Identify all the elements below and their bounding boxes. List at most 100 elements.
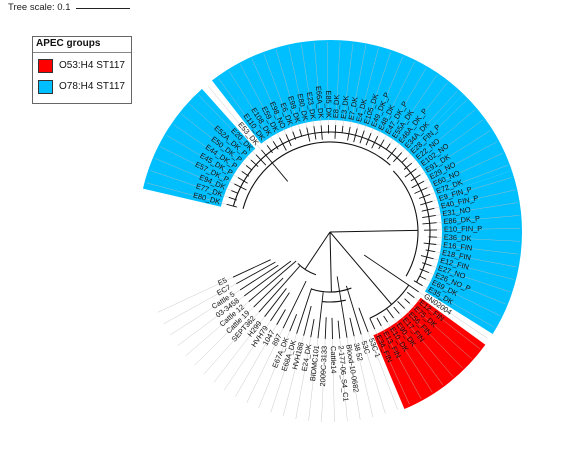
leader-line [339,338,348,422]
tip-branch [324,317,327,339]
tip-branch [282,280,307,329]
leader-line [436,237,520,242]
leader-line [160,146,235,185]
legend-swatch-o53 [38,59,53,73]
leader-line [420,130,491,175]
leader-line [240,64,280,138]
legend: APEC groups O53:H4 ST117 O78:H4 ST117 [32,36,132,104]
internal-branch [329,229,418,233]
leader-line [157,277,234,313]
legend-title: APEC groups [36,38,101,49]
leader-line [246,328,284,403]
legend-item-o53: O53:H4 ST117 [38,59,130,75]
internal-arc [322,299,346,303]
leader-line [422,285,495,328]
leader-line [364,51,391,131]
tip-branch [337,320,341,339]
leader-line [213,316,265,383]
leader-line [326,42,329,126]
legend-item-o78: O78:H4 ST117 [38,80,130,96]
tip-branch [420,200,433,206]
leader-lines [146,42,520,422]
leader-line [163,283,237,325]
leader-line [295,337,311,419]
leader-line [357,48,379,129]
legend-label-o78: O78:H4 ST117 [59,81,125,92]
tip-label: E8_DK [331,94,341,118]
tip-branch [349,317,355,337]
leader-line [314,42,322,126]
leader-line [194,306,254,366]
tip-branch [423,242,437,245]
tip-branch [413,280,423,287]
leader-line [218,78,268,146]
leader-line [166,135,239,178]
tip-label: Cattle14 [329,346,339,374]
tip-branch [419,268,430,274]
leader-line [349,45,366,127]
tip-branch [425,249,436,253]
tip-label: E36_DK [444,233,472,243]
tip-branch [239,264,279,291]
tip-branch [250,159,259,167]
tip-branch [236,261,276,285]
clade-band-2 [407,93,512,197]
tip-branch [345,285,362,335]
tip-branch [272,141,279,150]
leader-line [263,53,293,132]
tip-branch [258,265,301,313]
leader-line [425,279,501,317]
tip-label: E66A_DK [314,86,326,119]
tip-branch [404,298,411,304]
leader-line [301,44,315,127]
internal-branch [304,231,331,270]
leader-line [435,202,518,216]
tree-scale-label: Tree scale: 0.1 [8,2,71,13]
leader-line [370,56,404,134]
tip-branch [369,318,376,330]
leader-line [399,313,454,377]
leader-line [434,189,516,209]
tip-branch [358,307,369,333]
leader-line [177,295,245,346]
tip-branch [383,315,388,323]
leader-line [203,311,260,375]
leader-line [401,90,458,153]
leader-line [288,46,307,128]
leader-line [414,297,480,349]
leader-line [270,333,297,413]
leader-line [387,322,433,393]
leader-line [228,70,274,142]
legend-swatch-o78 [38,80,53,94]
leader-line [335,42,341,126]
leader-line [381,325,422,399]
internal-arc [297,263,317,276]
leader-line [431,265,511,293]
tip-label: 2009C-3133 [318,346,329,387]
leader-line [170,289,241,336]
tip-branch [248,260,297,302]
leader-line [346,337,361,420]
leader-line [374,329,410,405]
leader-line [198,94,257,155]
leader-line [430,164,508,195]
leader-line [432,177,513,202]
leader-line [404,308,463,369]
tip-branch [385,143,391,151]
tip-branch [386,308,394,319]
tip-branch [232,259,271,278]
tip-branch [253,277,284,308]
clade-band-3 [211,39,464,152]
leader-line [435,251,517,268]
leader-line [154,158,232,191]
leader-line [416,119,484,169]
tip-branch [296,288,312,334]
tip-label: 38 52 [352,342,365,362]
tip-branch [303,305,312,336]
tip-branch [407,291,415,299]
leader-line [395,82,448,149]
tip-label: 53C [359,340,372,356]
tip-branch [245,165,253,171]
tip-branch [276,309,286,326]
leader-line [275,49,300,130]
